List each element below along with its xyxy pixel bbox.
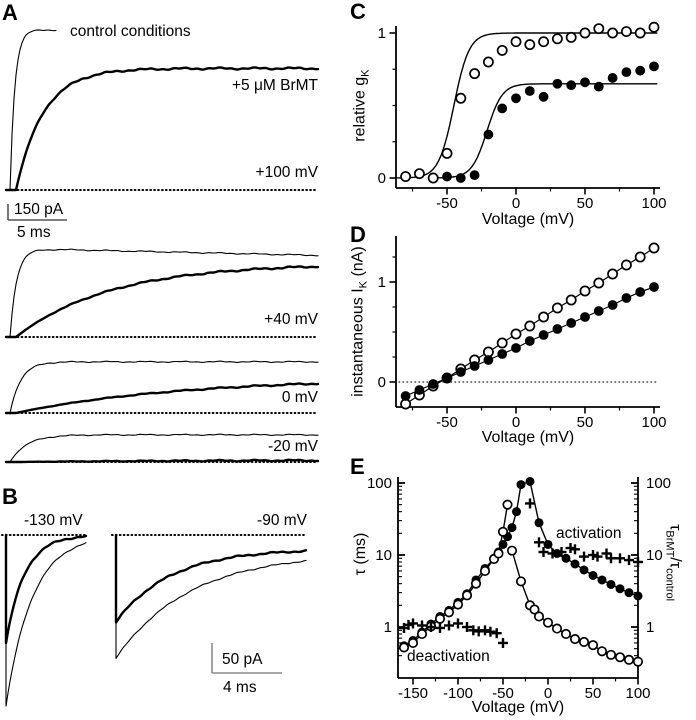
panel-b-scalebar	[211, 643, 282, 674]
panel-b-time-scale-label: 4 ms	[223, 679, 257, 696]
panel-e-right-axis-title: τBrMT/τcontrol	[663, 524, 684, 602]
deactivation-annotation: deactivation	[407, 648, 490, 665]
panel-d-x-axis-title: Voltage (mV)	[481, 429, 575, 446]
svg-text:1: 1	[378, 25, 386, 42]
svg-text:0: 0	[544, 685, 552, 702]
svg-text:100: 100	[625, 685, 650, 702]
voltage-annotation-0mv: 0 mV	[281, 389, 318, 406]
voltage-annotation-m130mv: -130 mV	[24, 512, 83, 529]
voltage-annotation-100mv: +100 mV	[255, 164, 318, 181]
voltage-annotation-m20mv: -20 mV	[268, 438, 318, 455]
panel-c-x-axis-title: Voltage (mV)	[481, 211, 575, 228]
control-conditions-annotation: control conditions	[70, 23, 191, 40]
voltage-annotation-m90mv: -90 mV	[257, 512, 307, 529]
svg-text:0: 0	[378, 374, 386, 391]
panel-e-x-axis-title: Voltage (mV)	[471, 699, 565, 716]
svg-text:10: 10	[375, 547, 392, 564]
brmt-annotation: +5 μM BrMT	[231, 77, 318, 94]
panel-b-label: B	[2, 484, 18, 509]
panel-a-traces	[4, 29, 320, 464]
svg-text:-150: -150	[398, 685, 428, 702]
panel-c-plot: -50 0 50 100 0 1	[378, 21, 667, 212]
activation-annotation: activation	[556, 525, 622, 542]
panel-c-label: C	[350, 0, 366, 24]
svg-text:-50: -50	[436, 414, 458, 431]
panel-e-y-axis-title: τ (ms)	[352, 532, 369, 576]
svg-text:0: 0	[512, 195, 520, 212]
svg-text:100: 100	[367, 475, 392, 492]
svg-text:1: 1	[384, 619, 392, 636]
svg-text:10: 10	[646, 547, 663, 564]
voltage-annotation-40mv: +40 mV	[264, 311, 318, 328]
panel-a-label: A	[2, 0, 18, 25]
svg-text:100: 100	[646, 475, 671, 492]
panel-b-current-scale-label: 50 pA	[222, 651, 263, 668]
panel-e-plot: -150 -100 -50 0 50 100 1 1 10 10 100 100	[367, 475, 671, 702]
svg-text:-50: -50	[436, 195, 458, 212]
svg-text:1: 1	[378, 274, 386, 291]
svg-text:0: 0	[378, 170, 386, 187]
panel-a-scalebar	[7, 204, 67, 221]
panel-a-current-scale-label: 150 pA	[14, 201, 64, 218]
panel-b-traces	[0, 533, 309, 707]
svg-text:100: 100	[641, 414, 666, 431]
svg-text:0: 0	[512, 414, 520, 431]
svg-text:50: 50	[577, 414, 594, 431]
panel-a-time-scale-label: 5 ms	[17, 224, 51, 241]
svg-text:1: 1	[646, 619, 654, 636]
svg-text:50: 50	[577, 195, 594, 212]
svg-text:50: 50	[585, 685, 602, 702]
svg-text:100: 100	[641, 195, 666, 212]
panel-d-label: D	[350, 222, 366, 247]
panel-e-label: E	[350, 454, 365, 479]
panel-d-y-axis-title: instantaneous IK (nA)	[349, 246, 370, 397]
svg-text:-50: -50	[492, 685, 514, 702]
panel-d-plot: -50 0 50 100 0 1	[378, 236, 667, 431]
svg-text:-100: -100	[443, 685, 473, 702]
panel-c-y-axis-title: relative gK	[351, 69, 372, 142]
